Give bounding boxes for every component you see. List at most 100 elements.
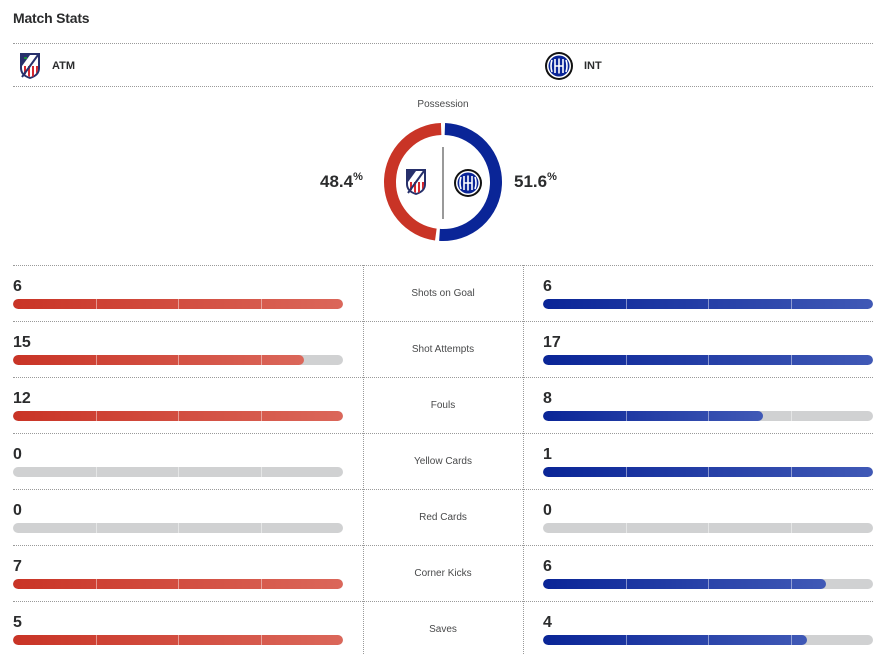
stat-label: Corner Kicks [414, 568, 472, 579]
divider [13, 265, 873, 266]
away-stat-value: 6 [543, 278, 552, 295]
home-stat-bar [13, 355, 343, 365]
home-stat-bar-fill [13, 635, 343, 645]
home-possession-value: 48.4% [320, 171, 363, 192]
away-stat-bar-fill [543, 355, 873, 365]
bar-segment-divider [260, 355, 262, 365]
home-stat-value: 6 [13, 278, 22, 295]
divider [13, 377, 873, 378]
bar-segment-divider [708, 579, 709, 589]
bar-segment-divider [790, 579, 792, 589]
home-stat-bar [13, 467, 343, 477]
bar-segment-divider [260, 411, 262, 421]
bar-segment-divider [95, 411, 97, 421]
bar-segment-divider [708, 411, 709, 421]
atletico-crest-icon [406, 169, 426, 195]
away-stat-bar [543, 579, 873, 589]
bar-segment-divider [708, 523, 709, 533]
bar-segment-divider [790, 411, 792, 421]
home-possession-number: 48.4 [320, 172, 354, 191]
bar-segment-divider [790, 635, 792, 645]
inter-crest-icon [545, 51, 573, 80]
away-stat-bar-fill [543, 579, 826, 589]
home-stat-value: 0 [13, 446, 22, 463]
column-divider [523, 265, 524, 654]
bar-segment-divider [260, 635, 262, 645]
home-stat-bar-fill [13, 411, 343, 421]
stat-label: Fouls [430, 400, 456, 411]
stat-row: 5 Saves 4 [0, 602, 886, 658]
home-stat-bar [13, 523, 343, 533]
bar-segment-divider [625, 299, 627, 309]
bar-segment-divider [260, 579, 262, 589]
bar-segment-divider [625, 355, 627, 365]
home-stat-bar [13, 635, 343, 645]
away-possession-arc [439, 123, 502, 241]
bar-segment-divider [708, 467, 709, 477]
away-possession-value: 51.6% [514, 171, 557, 192]
home-team-header[interactable]: ATM [18, 44, 75, 87]
divider [13, 489, 873, 490]
bar-segment-divider [178, 355, 179, 365]
home-stat-bar-fill [13, 299, 343, 309]
home-stat-value: 5 [13, 614, 22, 631]
percent-unit: % [353, 171, 363, 183]
bar-segment-divider [790, 523, 792, 533]
away-stat-value: 17 [543, 334, 561, 351]
home-stat-bar-fill [13, 579, 343, 589]
divider [13, 321, 873, 322]
home-stat-value: 12 [13, 390, 31, 407]
inter-crest-icon [454, 169, 482, 197]
away-stat-bar [543, 411, 873, 421]
home-stat-value: 7 [13, 558, 22, 575]
divider [13, 86, 873, 87]
away-possession-number: 51.6 [514, 172, 548, 191]
away-stat-bar [543, 635, 873, 645]
bar-segment-divider [178, 635, 179, 645]
away-stat-bar-fill [543, 635, 807, 645]
home-stat-bar [13, 299, 343, 309]
away-team-header[interactable]: INT [544, 44, 602, 87]
stat-label: Yellow Cards [414, 456, 472, 467]
bar-segment-divider [95, 299, 97, 309]
away-stat-bar [543, 467, 873, 477]
away-stat-value: 4 [543, 614, 552, 631]
stat-row: 0 Yellow Cards 1 [0, 434, 886, 490]
away-stat-bar [543, 355, 873, 365]
away-stat-value: 6 [543, 558, 552, 575]
stat-row: 7 Corner Kicks 6 [0, 546, 886, 602]
stat-label: Shots on Goal [411, 288, 475, 299]
divider [13, 43, 873, 44]
column-divider [363, 265, 364, 654]
stat-row: 12 Fouls 8 [0, 378, 886, 434]
away-stat-bar-fill [543, 467, 873, 477]
bar-segment-divider [708, 355, 709, 365]
bar-segment-divider [625, 523, 627, 533]
bar-segment-divider [95, 635, 97, 645]
home-stat-value: 15 [13, 334, 31, 351]
stat-row: 15 Shot Attempts 17 [0, 322, 886, 378]
bar-segment-divider [790, 467, 792, 477]
bar-segment-divider [178, 411, 179, 421]
away-stat-value: 0 [543, 502, 552, 519]
home-stat-bar [13, 579, 343, 589]
stat-label: Shot Attempts [411, 344, 475, 355]
stat-label: Red Cards [419, 512, 467, 523]
stat-label: Saves [429, 624, 457, 635]
bar-segment-divider [260, 299, 262, 309]
stat-row: 6 Shots on Goal 6 [0, 266, 886, 322]
bar-segment-divider [625, 635, 627, 645]
bar-segment-divider [625, 411, 627, 421]
bar-segment-divider [95, 579, 97, 589]
away-stat-bar-fill [543, 411, 764, 421]
bar-segment-divider [625, 467, 627, 477]
bar-segment-divider [95, 355, 97, 365]
bar-segment-divider [260, 467, 262, 477]
section-title: Match Stats [13, 10, 90, 26]
atletico-crest-icon [20, 52, 40, 79]
home-stat-bar [13, 411, 343, 421]
stat-row: 0 Red Cards 0 [0, 490, 886, 546]
possession-title: Possession [417, 99, 469, 110]
bar-segment-divider [708, 635, 709, 645]
away-stat-value: 1 [543, 446, 552, 463]
